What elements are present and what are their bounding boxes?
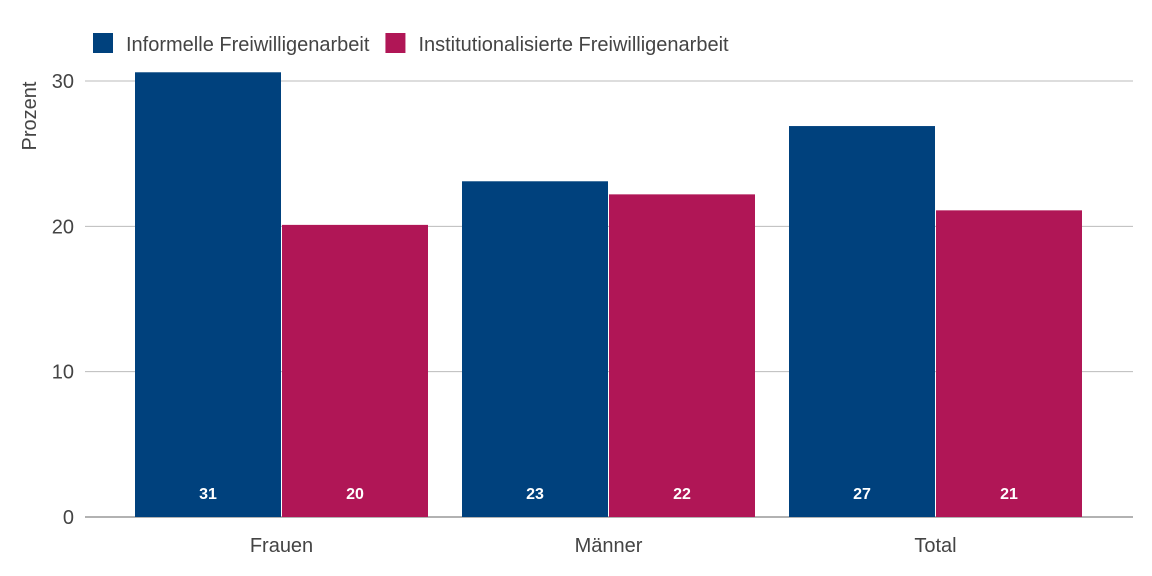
legend-label: Informelle Freiwilligenarbeit	[126, 34, 370, 56]
data-label: 20	[346, 486, 364, 503]
legend-swatch	[385, 33, 406, 53]
x-tick-label: Total	[914, 535, 956, 557]
legend: Informelle Freiwilligenarbeit Institution…	[93, 33, 729, 56]
bar	[609, 194, 755, 518]
y-tick-label: 20	[52, 216, 74, 238]
bar	[135, 72, 281, 517]
legend-swatch	[93, 33, 113, 53]
y-axis-label: Prozent	[19, 81, 41, 150]
data-label: 27	[853, 486, 871, 503]
bar	[282, 224, 428, 517]
data-label: 22	[673, 486, 691, 503]
data-label: 23	[526, 486, 544, 503]
y-tick-label: 10	[52, 362, 74, 384]
bar	[462, 181, 608, 517]
y-tick-label: 0	[63, 507, 74, 529]
data-label: 31	[199, 486, 217, 503]
x-tick-label: Männer	[575, 535, 643, 557]
y-tick-label: 30	[52, 71, 74, 93]
data-label: 21	[1000, 486, 1018, 503]
bar	[936, 210, 1082, 517]
bar	[789, 126, 935, 517]
x-tick-label: Frauen	[250, 535, 313, 557]
legend-label: Institutionalisierte Freiwilligenarbeit	[418, 34, 729, 56]
